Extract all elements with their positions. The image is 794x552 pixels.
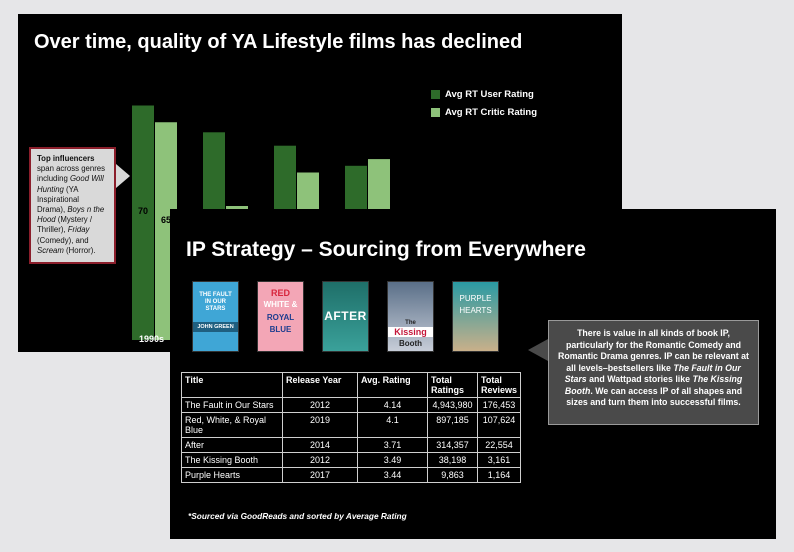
book-cover-kissing-booth: The Kissing Booth [387, 281, 434, 352]
cell-avg-rating: 3.71 [357, 437, 428, 453]
cell-title: Red, White, & Royal Blue [181, 412, 283, 438]
ip-callout-text-1: There is value in all kinds of book IP, … [557, 328, 749, 373]
callout-film-3: Friday [67, 225, 90, 235]
bar-user-0 [132, 105, 154, 340]
cell-total-ratings: 38,198 [427, 452, 478, 468]
legend-item-user: Avg RT User Rating [431, 89, 537, 100]
callout-text-4: (Comedy), and [37, 235, 89, 245]
ip-callout-text-3: . We can access IP of all shapes and siz… [566, 385, 743, 408]
callout-film-4: Scream [37, 245, 64, 255]
ip-callout-title-2: The Kissing Booth [564, 374, 743, 396]
book-cover-after: AFTER [322, 281, 369, 352]
source-footnote: *Sourced via GoodReads and sorted by Ave… [188, 511, 407, 521]
cell-total-reviews: 22,554 [476, 437, 522, 453]
cell-release-year: 2014 [282, 437, 358, 453]
cell-avg-rating: 4.1 [357, 412, 428, 438]
callout-text-2: (YA Inspirational Drama), [37, 184, 80, 215]
cover-title-purple: PURPLE [459, 294, 492, 303]
front-slide[interactable]: IP Strategy – Sourcing from Everywhere T… [170, 209, 776, 539]
cell-avg-rating: 4.14 [357, 397, 428, 413]
cell-title: The Kissing Booth [181, 452, 283, 468]
cell-total-ratings: 314,357 [427, 437, 478, 453]
col-header-total-reviews: Total Reviews [476, 372, 522, 398]
cover-title-hearts: HEARTS [459, 306, 492, 315]
col-header-total-ratings: Total Ratings [427, 372, 478, 398]
legend-swatch-critic [431, 108, 440, 117]
cell-title: The Fault in Our Stars [181, 397, 283, 413]
table-row: After 2014 3.71 314,357 22,554 [181, 437, 522, 453]
legend-item-critic: Avg RT Critic Rating [431, 107, 537, 118]
cell-total-reviews: 107,624 [476, 412, 522, 438]
cover-title-red: RED [270, 288, 290, 298]
cell-total-reviews: 3,161 [476, 452, 522, 468]
callout-heading: Top influencers [37, 154, 95, 163]
table-row: Purple Hearts 2017 3.44 9,863 1,164 [181, 467, 522, 483]
table-row: The Kissing Booth 2012 3.49 38,198 3,161 [181, 452, 522, 468]
back-slide-title: Over time, quality of YA Lifestyle films… [34, 31, 523, 53]
legend-label-user: Avg RT User Rating [445, 89, 534, 100]
cell-release-year: 2019 [282, 412, 358, 438]
cover-title-white: WHITE & [263, 300, 298, 309]
col-header-release-year: Release Year [282, 372, 358, 398]
influencers-callout: Top influencers span across genres inclu… [29, 147, 116, 264]
legend-swatch-user [431, 90, 440, 99]
chart-legend: Avg RT User Rating Avg RT Critic Rating [431, 89, 537, 125]
influencers-callout-pointer [116, 164, 130, 188]
callout-text-5: (Horror). [63, 245, 96, 255]
book-cover-fault-in-our-stars: THE FAULT IN OUR STARS JOHN GREEN [192, 281, 239, 352]
ip-callout-text-2: and Wattpad stories like [586, 374, 693, 384]
cell-release-year: 2012 [282, 452, 358, 468]
callout-film-1: Good Will Hunting [37, 174, 104, 194]
cover-title-after: AFTER [324, 309, 367, 323]
cover-title-royal: ROYAL [266, 313, 295, 322]
cell-total-ratings: 897,185 [427, 412, 478, 438]
bar-data-label-user-1990s: 70 [138, 206, 149, 216]
book-covers: THE FAULT IN OUR STARS JOHN GREEN RED WH… [192, 281, 499, 352]
cell-title: Purple Hearts [181, 467, 283, 483]
cell-release-year: 2012 [282, 397, 358, 413]
cover-title-fault: THE FAULT IN OUR STARS [199, 292, 232, 312]
cell-avg-rating: 3.44 [357, 467, 428, 483]
legend-label-critic: Avg RT Critic Rating [445, 107, 538, 118]
table-row: The Fault in Our Stars 2012 4.14 4,943,9… [181, 397, 522, 413]
bar-data-label-critic-1990s: 65 [161, 215, 172, 225]
cell-total-reviews: 1,164 [476, 467, 522, 483]
callout-text-3: (Mystery / Thriller), [37, 215, 93, 235]
book-ip-table: Title Release Year Avg. Rating Total Rat… [181, 372, 522, 483]
book-cover-purple-hearts: PURPLE HEARTS [452, 281, 499, 352]
ip-callout-title-1: The Fault in Our Stars [564, 362, 741, 385]
cell-avg-rating: 3.49 [357, 452, 428, 468]
cell-total-ratings: 9,863 [427, 467, 478, 483]
ip-callout-pointer [528, 339, 548, 361]
cell-total-ratings: 4,943,980 [427, 397, 478, 413]
ip-value-callout: There is value in all kinds of book IP, … [548, 320, 759, 425]
col-header-title: Title [181, 372, 283, 398]
cover-author-fault: JOHN GREEN [193, 322, 238, 332]
cover-title-the: The [405, 320, 416, 326]
cover-title-blue: BLUE [269, 325, 292, 334]
callout-text-1: span across genres including [37, 164, 106, 184]
cover-title-kissing: Kissing [388, 327, 433, 337]
callout-film-2: Boys n the Hood [37, 205, 105, 225]
cell-total-reviews: 176,453 [476, 397, 522, 413]
front-slide-title: IP Strategy – Sourcing from Everywhere [186, 238, 586, 261]
table-row: Red, White, & Royal Blue 2019 4.1 897,18… [181, 412, 522, 438]
book-cover-red-white-royal-blue: RED WHITE & ROYAL BLUE [257, 281, 304, 352]
col-header-avg-rating: Avg. Rating [357, 372, 428, 398]
cover-title-booth: Booth [398, 339, 423, 348]
x-tick-label-1990s: 1990s [139, 334, 165, 344]
table-header-row: Title Release Year Avg. Rating Total Rat… [181, 372, 522, 398]
cell-release-year: 2017 [282, 467, 358, 483]
cell-title: After [181, 437, 283, 453]
